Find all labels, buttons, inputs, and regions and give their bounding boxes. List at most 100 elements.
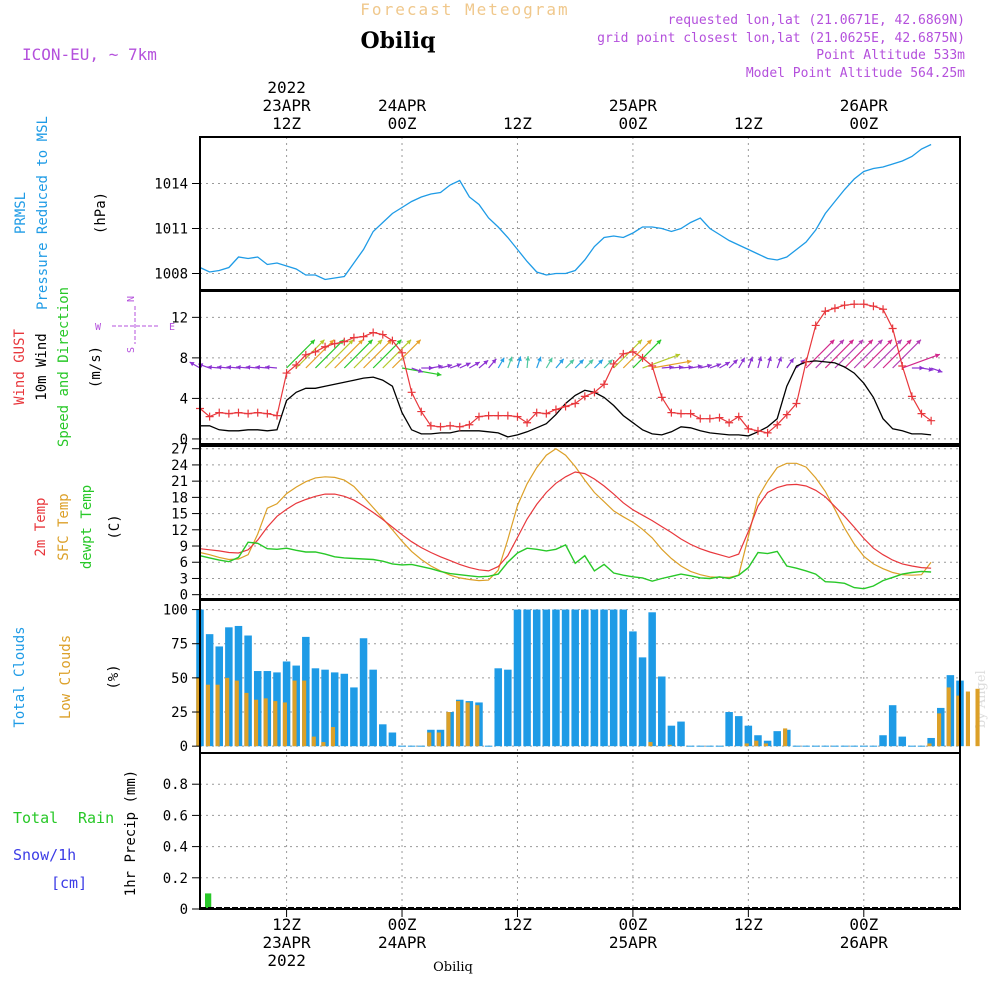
low-cloud-bar: [436, 732, 441, 747]
low-cloud-bar: [253, 699, 259, 747]
wind-gust-marker: [725, 418, 734, 427]
wind-arrow: [363, 339, 393, 369]
low-cloud-bar: [263, 698, 268, 747]
time-label-top: 12Z: [503, 114, 532, 133]
total-cloud-bar: [638, 657, 647, 747]
wind-arrow: [391, 339, 422, 369]
time-axis: 202223APR12Z12Z23APR202224APR00Z00Z24APR…: [262, 78, 888, 970]
wind-gust-marker: [494, 411, 503, 420]
wind-arrow: [305, 339, 335, 369]
sfc-temp-line: [199, 447, 932, 582]
precip-ytick-label: 0.4: [163, 840, 188, 856]
wind-gust-marker: [811, 321, 820, 330]
wind-gust-marker: [879, 305, 888, 314]
temp-ytick-label: 6: [180, 555, 188, 571]
grid-layer: [200, 137, 960, 910]
wind-gust-marker: [369, 328, 378, 337]
wind-arrow: [632, 339, 662, 369]
wind-gust-marker: [590, 388, 599, 397]
cloud-labels: Total Clouds Low Clouds (%): [12, 626, 122, 727]
wind-arrow: [815, 339, 845, 369]
wind-gust-marker: [600, 380, 609, 389]
wind-arrow-head: [348, 339, 354, 345]
low-cloud-bar: [215, 684, 220, 747]
wind-gust-marker: [388, 336, 397, 345]
total-cloud-bar: [388, 732, 397, 747]
total-cloud-bar: [658, 676, 666, 747]
total-cloud-bar: [734, 716, 743, 747]
total-cloud-bar: [590, 609, 599, 747]
wind-arrow-head: [757, 356, 763, 362]
wind-arrow-head: [319, 339, 325, 345]
wind-arrow: [324, 339, 354, 369]
wind-arrow-head: [877, 339, 883, 345]
wind-arrow-head: [829, 339, 835, 345]
time-label-top: 23APR: [262, 96, 311, 115]
wind-arrow-head: [669, 365, 674, 370]
wind-gust-marker: [859, 300, 868, 309]
wind-gust-marker: [792, 399, 801, 408]
wind-gust-marker: [378, 330, 387, 339]
wind-arrow-head: [415, 339, 421, 345]
wind-arrow-head: [189, 362, 195, 367]
total-cloud-bar: [648, 612, 656, 747]
wind-gust-marker: [272, 411, 281, 420]
wind-label-gust: Wind GUST: [12, 329, 28, 405]
wind-gust-line: [199, 303, 932, 434]
wind-gust-marker: [253, 408, 262, 417]
wind-arrow-head: [569, 359, 575, 365]
footer-station: Obiliq: [433, 960, 473, 975]
clouds-ytick-label: 25: [171, 705, 188, 721]
time-label-bottom: 00Z: [388, 915, 417, 934]
wind-arrow-head: [724, 362, 730, 367]
wind-gust-marker: [311, 347, 320, 356]
pressure-ytick-label: 1008: [154, 267, 188, 283]
wind-gust-marker: [224, 409, 233, 418]
time-label-bottom: 00Z: [618, 915, 647, 934]
time-label-bottom: 24APR: [378, 933, 427, 952]
wind-gust-marker: [407, 388, 416, 397]
wind-arrow-head: [438, 364, 443, 369]
low-cloud-bar: [763, 743, 768, 747]
wind-gust-marker: [840, 301, 849, 310]
pressure-label-prmsl: PRMSL: [13, 192, 29, 234]
compass-e: E: [169, 322, 175, 333]
wind-gust-marker: [657, 393, 666, 402]
total-cloud-bar: [600, 609, 608, 747]
wind-unit: (m/s): [88, 346, 104, 388]
wind-compass: N S W E: [95, 296, 175, 353]
wind-arrow-head: [748, 356, 754, 362]
wind-arrow-head: [588, 359, 594, 365]
wind-gust-marker: [474, 412, 483, 421]
wind-arrow: [315, 339, 345, 369]
low-cloud-bar: [754, 740, 759, 747]
wind-gust-marker: [234, 408, 243, 417]
wind-arrow-head: [377, 339, 383, 345]
temp-label-dew: dewpt Temp: [79, 485, 95, 569]
wind-gust-marker: [205, 412, 214, 421]
wind-arrow-head: [226, 365, 232, 370]
temp-frame: [199, 445, 961, 600]
wind-gust-marker: [282, 369, 291, 378]
wind-ytick-label: 4: [180, 391, 188, 407]
wind-gust-marker: [802, 357, 811, 366]
wind-gust-marker: [744, 424, 753, 433]
wind-arrow-head: [607, 359, 613, 365]
wind-arrow: [286, 339, 316, 369]
meteogram-title: Forecast Meteogram: [360, 0, 569, 19]
wind-arrow-head: [517, 356, 522, 362]
wind-ytick-label: 8: [180, 351, 188, 367]
wind-arrow-head: [255, 365, 260, 370]
total-cloud-bar: [311, 668, 320, 747]
wind-gust-marker: [667, 408, 676, 417]
temp-ytick-label: 24: [171, 458, 188, 474]
temp-ytick-label: 18: [171, 490, 188, 506]
wind-gust-marker: [542, 409, 551, 418]
precip-label-cm: [cm]: [51, 874, 87, 892]
wind-arrow-head: [236, 365, 241, 370]
total-cloud-bar: [359, 638, 368, 747]
wind-arrow-head: [559, 358, 564, 364]
total-cloud-bar: [667, 725, 676, 747]
wind-gust-marker: [426, 421, 435, 430]
total-cloud-bar: [879, 735, 887, 747]
